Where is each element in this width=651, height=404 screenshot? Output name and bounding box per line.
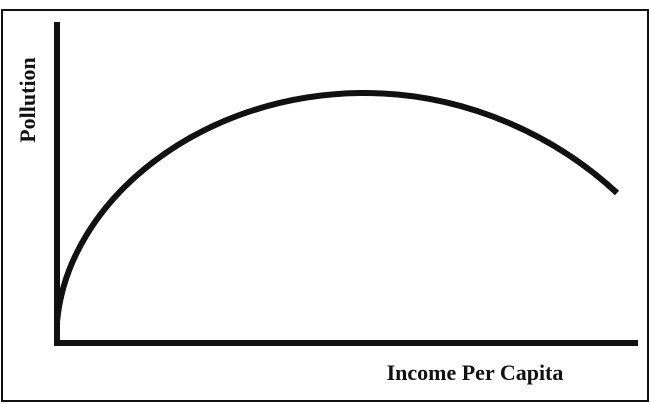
y-axis-label: Pollution xyxy=(15,57,40,143)
frame xyxy=(1,9,649,402)
curve xyxy=(54,89,620,323)
x-axis-label: Income Per Capita xyxy=(387,360,564,385)
